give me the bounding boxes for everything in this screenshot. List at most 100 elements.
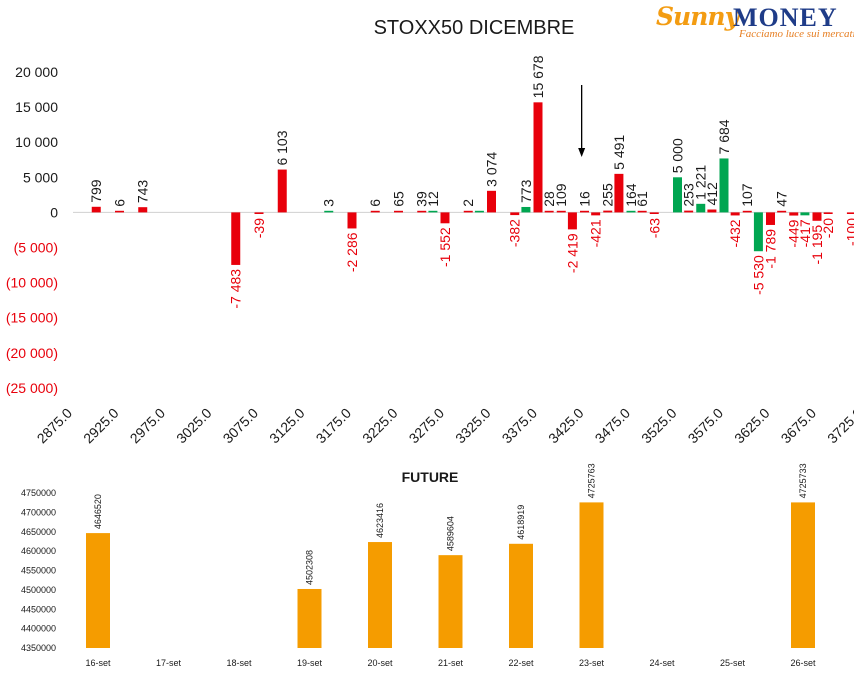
bar bbox=[777, 210, 787, 213]
x-tick-label: 2925.0 bbox=[80, 405, 122, 447]
y-tick-label: 4550000 bbox=[21, 566, 56, 576]
y-tick-label: 20 000 bbox=[15, 64, 58, 80]
x-tick-label: 3725.0 bbox=[824, 405, 854, 447]
bar bbox=[591, 212, 601, 216]
x-tick-label: 18-set bbox=[226, 658, 252, 668]
data-label: -432 bbox=[727, 219, 743, 247]
x-tick-label: 3275.0 bbox=[406, 405, 448, 447]
bar bbox=[370, 210, 380, 213]
bar bbox=[753, 212, 763, 252]
x-tick-label: 3475.0 bbox=[592, 405, 634, 447]
bar bbox=[567, 212, 577, 230]
bar bbox=[730, 212, 740, 216]
x-tick-label: 17-set bbox=[156, 658, 182, 668]
data-label: -417 bbox=[797, 219, 813, 247]
data-label: 107 bbox=[739, 183, 755, 207]
bar bbox=[417, 210, 427, 213]
marker-arrow-head bbox=[578, 148, 586, 157]
bar bbox=[789, 212, 799, 216]
y-tick-label: 4350000 bbox=[21, 643, 56, 653]
bar bbox=[474, 210, 484, 213]
data-label: -1 552 bbox=[437, 227, 453, 267]
x-tick-label: 3125.0 bbox=[266, 405, 308, 447]
bar bbox=[91, 206, 101, 213]
x-tick-label: 3175.0 bbox=[313, 405, 355, 447]
bar bbox=[438, 555, 463, 648]
x-tick-label: 20-set bbox=[367, 658, 393, 668]
logo-tagline: Facciamo luce sui mercati bbox=[739, 28, 854, 40]
bar bbox=[521, 206, 531, 213]
bar bbox=[696, 203, 706, 213]
y-tick-label: 15 000 bbox=[15, 99, 58, 115]
data-label: 255 bbox=[600, 183, 616, 207]
bar bbox=[324, 210, 334, 213]
bar bbox=[394, 210, 403, 213]
bar bbox=[742, 210, 752, 213]
y-tick-label: 5 000 bbox=[23, 169, 58, 185]
x-tick-label: 24-set bbox=[649, 658, 675, 668]
x-tick-label: 3225.0 bbox=[359, 405, 401, 447]
data-label: 4618919 bbox=[516, 505, 526, 540]
data-label: 3 074 bbox=[484, 152, 500, 187]
data-label: -20 bbox=[820, 218, 836, 238]
bar bbox=[115, 210, 124, 213]
x-tick-label: 3425.0 bbox=[545, 405, 587, 447]
data-label: -63 bbox=[646, 218, 662, 238]
data-label: 6 bbox=[367, 199, 383, 207]
data-label: 15 678 bbox=[530, 55, 546, 98]
bar bbox=[579, 502, 604, 648]
chart-title: FUTURE bbox=[402, 469, 459, 485]
data-label: -5 530 bbox=[750, 255, 766, 295]
logo-money-text: MONEY bbox=[733, 3, 838, 32]
x-tick-label: 3625.0 bbox=[731, 405, 773, 447]
x-tick-label: 3375.0 bbox=[499, 405, 541, 447]
x-tick-label: 3075.0 bbox=[220, 405, 262, 447]
bar bbox=[138, 207, 148, 213]
x-tick-label: 3575.0 bbox=[685, 405, 727, 447]
data-label: -382 bbox=[507, 219, 523, 247]
bar bbox=[614, 173, 624, 213]
bar bbox=[580, 210, 589, 213]
bar bbox=[533, 102, 543, 213]
data-label: 65 bbox=[391, 191, 407, 207]
y-tick-label: 4650000 bbox=[21, 527, 56, 537]
bar bbox=[812, 212, 822, 221]
data-label: 7 684 bbox=[716, 119, 732, 154]
data-label: 773 bbox=[518, 179, 534, 203]
y-tick-label: 4450000 bbox=[21, 604, 56, 614]
bar bbox=[297, 588, 322, 648]
data-label: 6 103 bbox=[274, 130, 290, 165]
data-label: 12 bbox=[425, 191, 441, 207]
data-label: -2 419 bbox=[564, 233, 580, 273]
x-tick-label: 3675.0 bbox=[778, 405, 820, 447]
data-label: 412 bbox=[704, 182, 720, 206]
data-label: 253 bbox=[681, 183, 697, 207]
bar bbox=[368, 542, 392, 648]
y-tick-label: 4600000 bbox=[21, 546, 56, 556]
stoxx50-dicembre-chart: STOXX50 DICEMBRE 20 000 15 000 10 000 5 000 0… bbox=[6, 17, 854, 447]
bar bbox=[487, 190, 496, 213]
data-label: -421 bbox=[588, 219, 604, 247]
bar bbox=[544, 210, 554, 213]
bar bbox=[231, 212, 241, 265]
data-label: 5 000 bbox=[670, 138, 686, 173]
y-tick-label: (5 000) bbox=[14, 240, 58, 256]
bar bbox=[254, 212, 264, 214]
data-label: 47 bbox=[774, 191, 790, 207]
x-tick-label: 19-set bbox=[297, 658, 323, 668]
data-label: -100 bbox=[843, 218, 854, 246]
data-label: 4623416 bbox=[375, 503, 385, 538]
x-tick-label: 2975.0 bbox=[127, 405, 169, 447]
x-tick-label: 23-set bbox=[579, 658, 605, 668]
bar bbox=[791, 502, 815, 648]
data-label: 4725733 bbox=[798, 463, 808, 498]
x-tick-label: 3025.0 bbox=[173, 405, 215, 447]
y-tick-label: 4750000 bbox=[21, 488, 56, 498]
y-tick-label: (15 000) bbox=[6, 310, 58, 326]
y-tick-label: (20 000) bbox=[6, 345, 58, 361]
bar bbox=[719, 158, 729, 213]
data-label: 2 bbox=[460, 199, 476, 207]
future-chart: FUTURE 4750000 4700000 4650000 4600000 455000… bbox=[21, 463, 816, 668]
data-label: -39 bbox=[251, 218, 267, 238]
data-label: -7 483 bbox=[228, 269, 244, 309]
